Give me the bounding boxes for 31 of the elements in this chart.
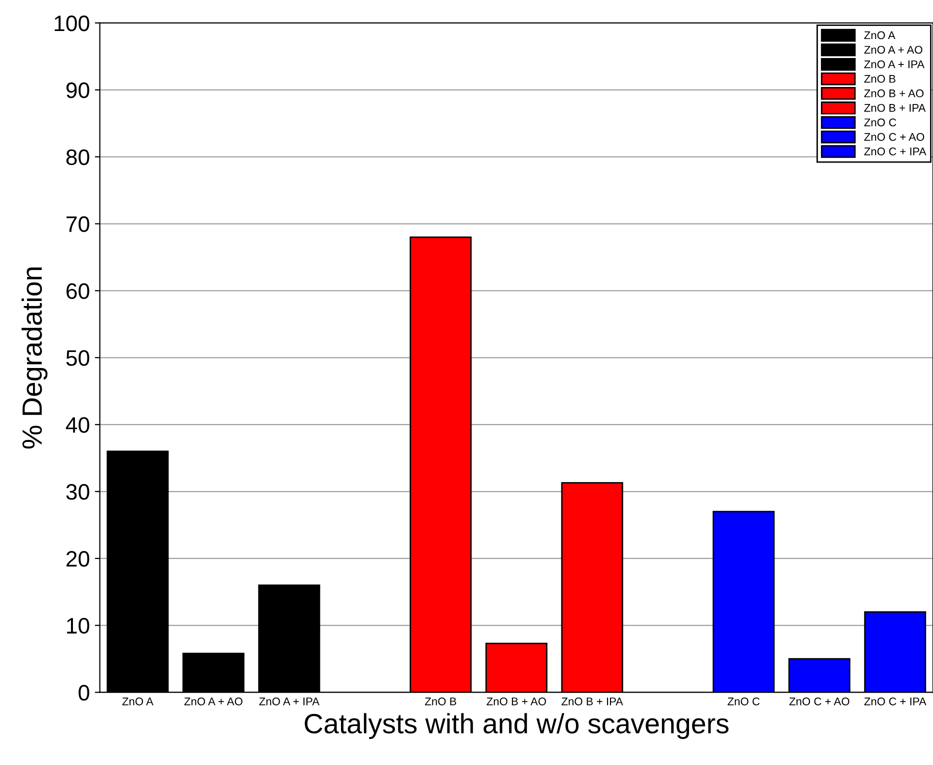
y-tick-label: 80 bbox=[66, 149, 90, 166]
x-tick-label: ZnO A bbox=[122, 697, 154, 706]
x-tick-label: ZnO C bbox=[728, 697, 760, 706]
legend-label: ZnO B bbox=[864, 74, 896, 83]
x-tick-label: ZnO C + AO bbox=[789, 697, 850, 706]
legend-label: ZnO C + AO bbox=[864, 132, 924, 141]
y-tick-label: 0 bbox=[78, 684, 90, 701]
y-axis-title: % Degradation bbox=[22, 268, 48, 449]
legend-label: ZnO B + AO bbox=[864, 89, 924, 98]
y-tick-label: 60 bbox=[66, 283, 90, 299]
x-tick-label: ZnO A + IPA bbox=[259, 697, 320, 706]
x-tick-label: ZnO A + AO bbox=[184, 697, 242, 706]
legend-label: ZnO A + AO bbox=[864, 46, 922, 54]
legend-label: ZnO A bbox=[864, 31, 896, 40]
legend-label: ZnO A + IPA bbox=[864, 60, 924, 68]
x-tick-label: ZnO B bbox=[424, 697, 456, 706]
legend-label: ZnO C bbox=[864, 118, 896, 126]
y-tick-label: 70 bbox=[66, 216, 90, 232]
x-tick-label: ZnO B + IPA bbox=[562, 697, 624, 706]
x-tick-label: ZnO C + IPA bbox=[864, 697, 926, 706]
y-tick-label: 20 bbox=[66, 550, 90, 567]
x-axis-title: Catalysts with and w/o scavengers bbox=[304, 713, 728, 739]
y-tick-label: 90 bbox=[66, 82, 90, 98]
y-tick-label: 30 bbox=[66, 484, 90, 500]
y-tick-label: 50 bbox=[66, 350, 90, 366]
y-tick-label: 40 bbox=[66, 417, 90, 433]
legend-label: ZnO C + IPA bbox=[864, 148, 926, 156]
legend-label: ZnO B + IPA bbox=[864, 104, 926, 112]
x-tick-label: ZnO B + AO bbox=[486, 697, 546, 706]
y-tick-label: 100 bbox=[54, 15, 90, 32]
y-tick-label: 10 bbox=[67, 618, 90, 634]
